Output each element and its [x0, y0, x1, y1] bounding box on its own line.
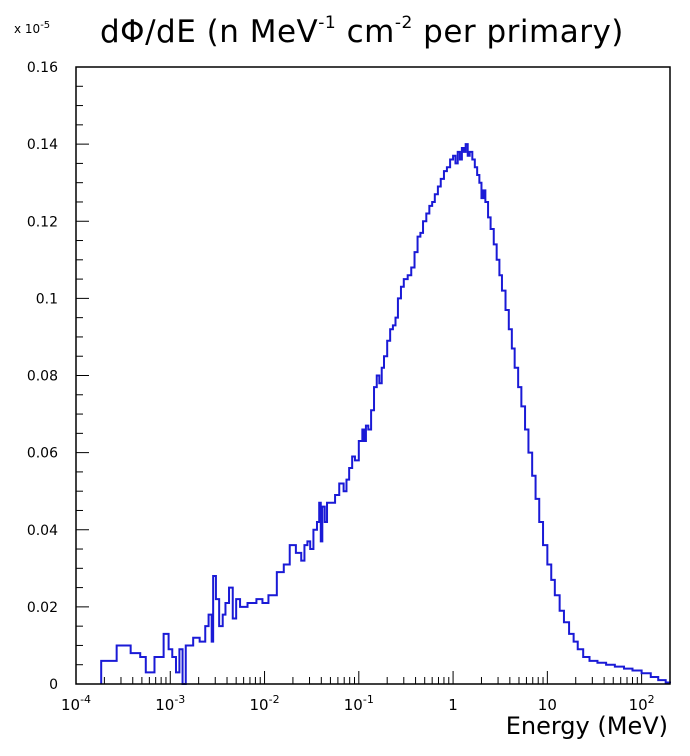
y-tick-label: 0 — [49, 677, 58, 693]
title-mid: cm — [336, 14, 395, 50]
x-tick-label: 10 — [538, 696, 557, 714]
title-end: per primary) — [412, 14, 624, 50]
y-multiplier-exponent: -5 — [40, 20, 51, 31]
title-main: dΦ/dE (n MeV — [100, 14, 319, 50]
title-sup1: -1 — [318, 12, 337, 33]
y-tick-label: 0.1 — [36, 291, 58, 307]
x-tick-label: 10-2 — [250, 693, 280, 714]
chart-title: dΦ/dE (n MeV-1 cm-2 per primary) — [100, 12, 624, 50]
y-tick-label: 0.08 — [27, 369, 58, 385]
y-tick-label: 0.04 — [27, 523, 58, 539]
title-sup2: -2 — [394, 12, 413, 33]
y-tick-label: 0.16 — [27, 60, 58, 76]
series-line — [100, 143, 671, 685]
x-tick-label: 10-3 — [155, 693, 185, 714]
series-layer — [100, 143, 671, 685]
y-tick-label: 0.12 — [27, 214, 58, 230]
x-tick-label: 1 — [448, 696, 458, 714]
y-tick-label: 0.02 — [27, 600, 58, 616]
x-tick-label: 10-4 — [61, 693, 91, 714]
x-axis-label: Energy (MeV) — [505, 712, 668, 740]
x-tick-label: 10-1 — [344, 693, 374, 714]
y-tick-label: 0.06 — [27, 446, 58, 462]
plot-frame — [75, 66, 671, 685]
y-multiplier-prefix: x 10 — [14, 22, 41, 36]
y-multiplier: x 10-5 — [14, 20, 50, 36]
x-tick-label: 102 — [629, 693, 655, 714]
y-tick-label: 0.14 — [27, 137, 58, 153]
ticks-layer: 0 0.02 0.04 0.06 0.08 0.1 0.12 0.14 0.16 10-4 10-3… — [27, 60, 655, 714]
